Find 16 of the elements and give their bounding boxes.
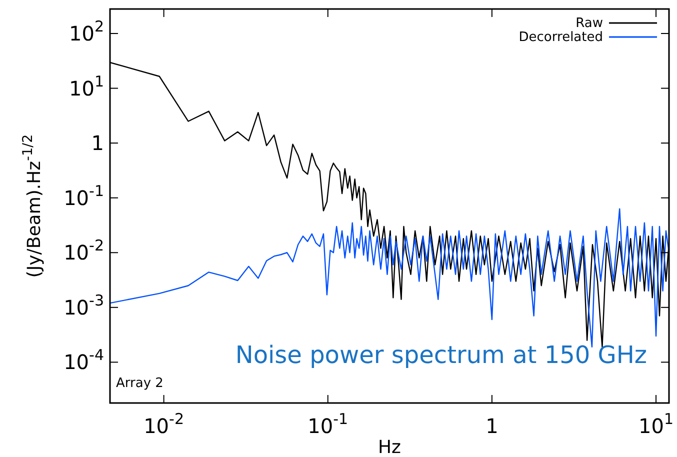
x-axis-title: Hz — [378, 437, 401, 457]
legend-label: Raw — [576, 16, 604, 31]
x-tick-label: 10$^{1}$ — [638, 410, 674, 438]
legend-label: Decorrelated — [518, 30, 603, 45]
y-tick-label: 10$^{2}$ — [69, 17, 104, 46]
y-tick-label: 10$^{-3}$ — [64, 291, 104, 320]
y-tick-label: 1 — [91, 131, 104, 156]
x-tick-label: 10$^{-1}$ — [308, 410, 348, 438]
y-tick-label: 10$^{-2}$ — [64, 236, 104, 265]
x-tick-label: 1 — [486, 414, 498, 438]
y-tick-label: 10$^{1}$ — [69, 72, 104, 100]
annotation: Array 2 — [116, 376, 164, 391]
y-tick-label: 10$^{-1}$ — [64, 182, 104, 210]
y-tick-label: 10$^{-4}$ — [64, 346, 104, 374]
annotation: Noise power spectrum at 150 GHz — [235, 341, 647, 369]
x-tick-label: 10$^{-2}$ — [144, 410, 184, 438]
